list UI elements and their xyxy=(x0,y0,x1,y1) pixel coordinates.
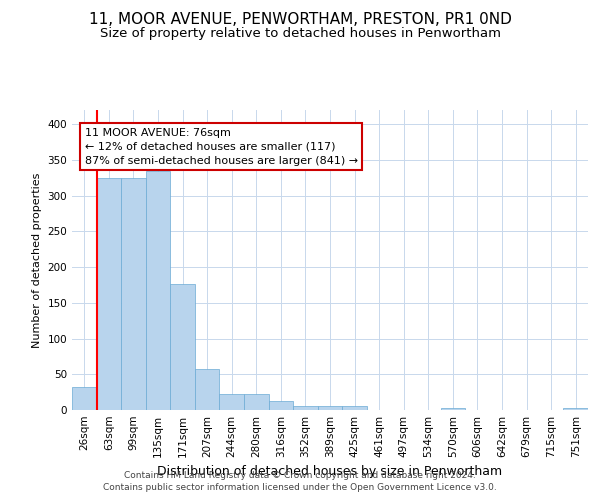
X-axis label: Distribution of detached houses by size in Penwortham: Distribution of detached houses by size … xyxy=(157,466,503,478)
Bar xyxy=(220,394,244,410)
Text: Contains HM Land Registry data © Crown copyright and database right 2024.
Contai: Contains HM Land Registry data © Crown c… xyxy=(103,471,497,492)
Bar xyxy=(342,406,367,410)
Bar xyxy=(97,178,121,410)
Bar xyxy=(195,370,220,410)
Bar xyxy=(318,406,342,410)
Y-axis label: Number of detached properties: Number of detached properties xyxy=(32,172,42,348)
Bar xyxy=(293,406,318,410)
Text: 11, MOOR AVENUE, PENWORTHAM, PRESTON, PR1 0ND: 11, MOOR AVENUE, PENWORTHAM, PRESTON, PR… xyxy=(89,12,511,28)
Bar xyxy=(72,387,97,410)
Bar xyxy=(170,284,195,410)
Bar xyxy=(269,400,293,410)
Bar xyxy=(440,408,465,410)
Text: 11 MOOR AVENUE: 76sqm
← 12% of detached houses are smaller (117)
87% of semi-det: 11 MOOR AVENUE: 76sqm ← 12% of detached … xyxy=(85,128,358,166)
Bar xyxy=(563,408,588,410)
Bar xyxy=(121,178,146,410)
Bar xyxy=(146,170,170,410)
Text: Size of property relative to detached houses in Penwortham: Size of property relative to detached ho… xyxy=(100,28,500,40)
Bar xyxy=(244,394,269,410)
